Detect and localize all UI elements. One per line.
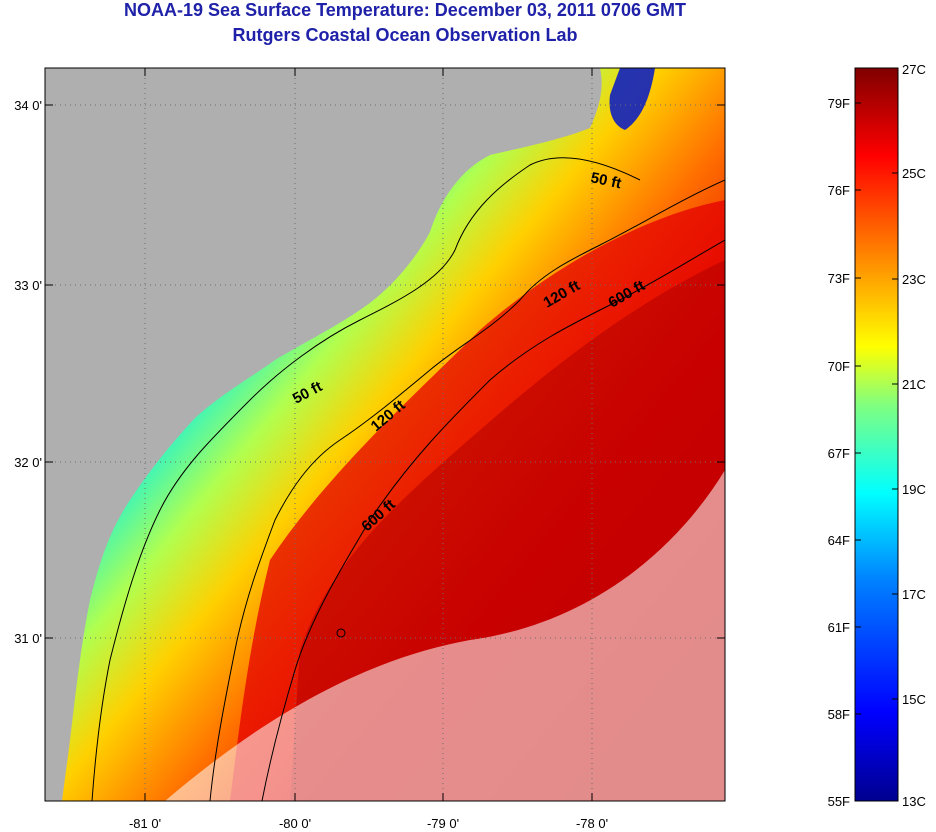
colorbar-f-55: 55F	[828, 794, 850, 809]
colorbar: 79F 76F 73F 70F 67F 64F 61F 58F 55F 27C …	[828, 62, 926, 809]
contour-50ft	[91, 157, 641, 801]
contour-label-50ft-north: 50 ft	[589, 169, 623, 192]
land-mass	[45, 68, 602, 801]
map-title: NOAA-19 Sea Surface Temperature: Decembe…	[124, 0, 686, 20]
colorbar-c-13: 13C	[902, 794, 926, 809]
colorbar-c-21: 21C	[902, 377, 926, 392]
lon-tick-78: -78 0'	[576, 816, 608, 831]
contour-600ft	[261, 239, 725, 801]
colorbar-f-64: 64F	[828, 533, 850, 548]
colorbar-f-70: 70F	[828, 359, 850, 374]
colorbar-c-17: 17C	[902, 587, 926, 602]
map-panel: 50 ft 50 ft 120 ft 120 ft 600 ft 600 ft	[45, 68, 725, 801]
colorbar-c-25: 25C	[902, 166, 926, 181]
lon-tick-81: -81 0'	[129, 816, 161, 831]
colorbar-c-19: 19C	[902, 482, 926, 497]
colorbar-f-67: 67F	[828, 446, 850, 461]
colorbar-f-76: 76F	[828, 183, 850, 198]
lat-tick-32: 32 0'	[14, 455, 42, 470]
lat-tick-34: 34 0'	[14, 98, 42, 113]
map-frame	[44, 67, 726, 802]
lat-tick-33: 33 0'	[14, 278, 42, 293]
colorbar-c-23: 23C	[902, 272, 926, 287]
colorbar-f-61: 61F	[828, 620, 850, 635]
colorbar-f-73: 73F	[828, 271, 850, 286]
contour-120ft	[209, 179, 725, 801]
lat-tick-31: 31 0'	[14, 631, 42, 646]
lon-tick-80: -80 0'	[279, 816, 311, 831]
lon-tick-79: -79 0'	[427, 816, 459, 831]
colorbar-gradient	[854, 67, 899, 802]
axis-ticks	[45, 68, 725, 801]
map-subtitle: Rutgers Coastal Ocean Observation Lab	[232, 25, 578, 45]
gridlines	[45, 68, 725, 801]
colorbar-c-27: 27C	[902, 62, 926, 77]
colorbar-f-58: 58F	[828, 707, 850, 722]
colorbar-c-15: 15C	[902, 692, 926, 707]
colorbar-f-79: 79F	[828, 96, 850, 111]
station-marker	[336, 628, 346, 638]
